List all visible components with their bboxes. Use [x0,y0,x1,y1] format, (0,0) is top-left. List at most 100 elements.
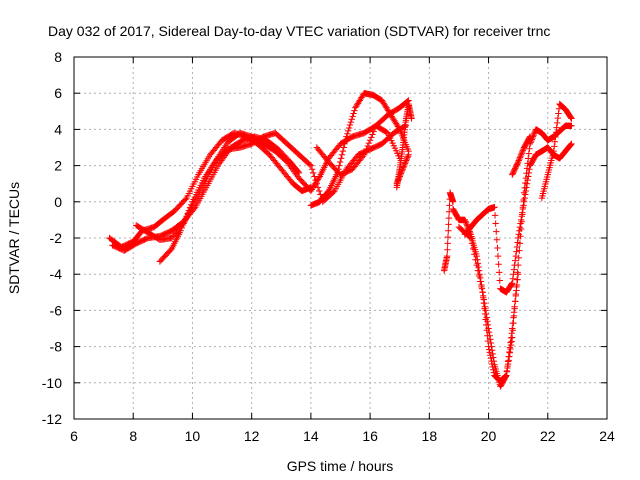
data-point [494,252,502,260]
data-point [490,366,497,373]
data-point [514,234,522,242]
data-point [306,161,313,168]
data-point [315,187,323,195]
data-point [313,180,321,187]
data-point [315,174,323,182]
data-point [336,162,343,169]
data-point [482,321,490,329]
data-point [507,334,515,342]
data-point [519,148,526,156]
data-point [554,114,562,122]
series-arc-13 [538,100,575,202]
data-point [488,360,496,368]
data-point [505,353,512,360]
data-point [488,357,495,365]
data-point [504,362,511,370]
data-point [182,215,189,223]
data-point [511,261,518,269]
series-arc-8 [393,151,412,187]
data-point [183,213,190,220]
data-point [339,147,347,155]
data-point [517,220,524,227]
x-tick-label: 20 [481,428,497,444]
x-axis-label: GPS time / hours [287,458,394,474]
data-point [468,240,476,247]
series-arc-3 [132,97,412,244]
data-point [289,166,297,174]
data-point [513,243,521,251]
data-point [186,204,194,211]
data-point [445,208,453,215]
series-arc-4 [156,122,409,265]
data-point [398,168,405,176]
data-point [568,140,575,148]
data-point [347,118,355,126]
data-point [507,345,514,353]
data-point [446,202,453,209]
data-point [523,184,530,191]
data-point [479,289,486,296]
data-point [514,160,521,167]
data-point [344,127,352,135]
data-point [509,319,517,327]
data-point [503,372,510,379]
data-point [493,236,501,244]
data-point [393,180,400,187]
data-point [526,145,533,152]
data-point [474,267,482,274]
x-tick-label: 22 [540,428,556,444]
data-point [516,155,523,163]
data-point [397,171,404,179]
data-point [513,287,520,294]
data-point [286,162,293,169]
data-point [401,161,408,169]
data-point [485,343,492,350]
x-tick-label: 10 [185,428,201,444]
data-point [525,155,532,162]
data-point [291,168,298,175]
data-point [481,305,488,312]
data-point [345,124,353,132]
x-tick-label: 8 [129,428,137,444]
data-point [514,271,522,278]
data-point [343,133,350,140]
data-point [330,188,337,196]
data-point [501,373,509,380]
data-point [509,325,516,332]
data-point [513,281,521,289]
data-point [403,157,410,164]
data-point [507,339,514,346]
series-arc-14 [509,133,534,178]
data-point [515,157,522,164]
data-point [366,137,374,144]
data-point [285,160,292,167]
data-point [511,303,518,310]
data-point [508,280,515,288]
data-point [486,349,493,356]
data-point [312,176,319,184]
data-point [567,141,575,148]
data-point [287,163,294,171]
data-point [462,218,469,225]
data-point [403,155,411,163]
data-point [317,191,324,198]
data-point [400,164,407,171]
data-point [408,115,415,122]
data-point [509,280,516,287]
data-point [506,348,513,356]
data-point [466,233,473,241]
data-point [394,179,401,186]
data-point [487,352,494,359]
data-point [493,228,500,235]
data-point [491,204,498,211]
x-tick-label: 18 [422,428,438,444]
data-point [344,130,351,137]
data-point [484,332,491,339]
data-point [394,177,402,185]
data-point [520,198,528,205]
data-point [518,213,525,220]
y-tick-label: -2 [50,230,63,246]
data-point [284,158,291,166]
data-point [467,234,474,242]
